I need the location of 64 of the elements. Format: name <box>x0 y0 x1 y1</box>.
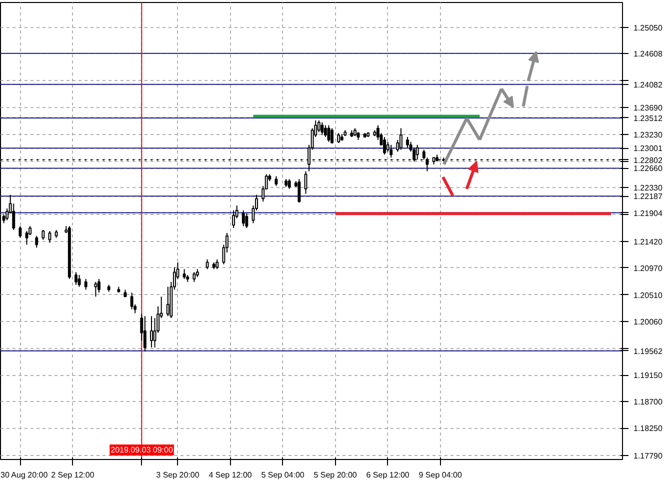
candlestick <box>383 136 386 156</box>
candlestick <box>232 210 236 229</box>
y-tick-label: 1.25050 <box>634 23 663 32</box>
y-tick-label: 1.19150 <box>634 371 663 380</box>
y-tick-label: 1.17790 <box>634 451 663 460</box>
candlestick <box>78 274 81 288</box>
candlestick <box>35 235 38 248</box>
x-tick-label: 5 Sep 04:00 <box>261 470 305 480</box>
candlestick <box>406 136 409 148</box>
candlestick <box>245 212 248 229</box>
ref-line-label: 1.24608 <box>634 49 663 58</box>
y-tick-label: 1.20060 <box>634 318 663 327</box>
candlestick <box>97 278 100 294</box>
ref-line-label: 1.24082 <box>634 80 663 90</box>
ref-line-label: 1.19562 <box>634 346 663 356</box>
x-tick-label: 2 Sep 12:00 <box>51 470 95 480</box>
x-tick-label: 5 Sep 20:00 <box>314 470 358 480</box>
y-tick-label: 1.23230 <box>634 130 663 140</box>
candlestick <box>150 316 153 348</box>
candlestick <box>324 124 327 138</box>
ref-line-label: 1.23512 <box>634 114 663 123</box>
x-tick-label: 9 Sep 04:00 <box>418 470 462 480</box>
candlestick <box>48 230 52 244</box>
y-tick-label: 1.18250 <box>634 424 663 434</box>
ref-line-label: 1.22187 <box>634 192 663 202</box>
candlestick <box>317 120 320 133</box>
candlestick <box>242 210 245 227</box>
candlestick <box>166 286 170 317</box>
candlestick <box>390 144 393 158</box>
candlestick <box>42 230 45 240</box>
candlestick <box>216 258 219 270</box>
ref-line-label: 1.23001 <box>634 144 663 154</box>
ref-line-label: 1.22660 <box>634 164 663 174</box>
x-tick-label: 2019.09.03 09:00 <box>110 446 174 454</box>
ref-line-label: 1.22802 <box>634 156 663 165</box>
candlestick <box>320 122 324 136</box>
candlestick <box>192 272 196 282</box>
candlestick <box>337 132 340 144</box>
y-tick-label: 1.20970 <box>634 264 663 273</box>
candlestick <box>130 292 134 310</box>
candlestick <box>206 258 209 270</box>
x-tick-label: 3 Sep 20:00 <box>156 470 200 480</box>
y-tick-label: 1.18700 <box>634 398 663 407</box>
candlestick <box>143 316 146 352</box>
y-tick-label: 1.20510 <box>634 290 663 300</box>
candlestick <box>330 128 334 144</box>
candlestick <box>399 128 402 150</box>
candlestick <box>327 124 330 142</box>
candlestick <box>274 176 278 186</box>
x-tick-label: 4 Sep 12:00 <box>208 470 252 480</box>
candlestick <box>298 178 301 204</box>
candlestick <box>74 272 78 286</box>
candlestick <box>182 268 186 280</box>
x-tick-label: 30 Aug 20:00 <box>0 470 48 480</box>
candlestick <box>416 144 419 160</box>
x-tick-label: 6 Sep 12:00 <box>366 470 410 480</box>
candlestick <box>94 281 98 298</box>
y-tick-label: 1.21420 <box>634 237 663 246</box>
candlestick <box>84 278 88 290</box>
candlestick <box>18 226 22 238</box>
candlestick <box>288 178 291 190</box>
y-tick-label: 1.23690 <box>634 103 663 112</box>
y-tick-label: 1.22330 <box>634 184 663 193</box>
ref-line-label: 1.21904 <box>634 208 663 218</box>
